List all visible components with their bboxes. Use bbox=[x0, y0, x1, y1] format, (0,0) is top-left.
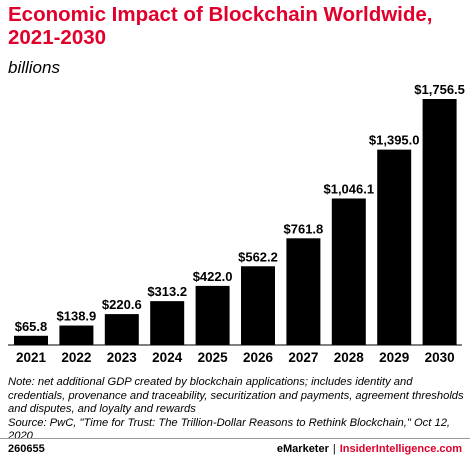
data-label-2030: $1,756.5 bbox=[414, 82, 465, 97]
x-tick-2022: 2022 bbox=[61, 350, 91, 365]
brand-separator: | bbox=[332, 443, 336, 455]
brand-insider-intelligence: InsiderIntelligence.com bbox=[339, 443, 462, 455]
bar-2024 bbox=[150, 301, 185, 345]
bar-2030 bbox=[422, 99, 457, 345]
data-label-2023: $220.6 bbox=[102, 297, 142, 312]
data-label-2028: $1,046.1 bbox=[323, 181, 374, 196]
x-tick-2028: 2028 bbox=[334, 350, 365, 365]
data-label-2021: $65.8 bbox=[15, 319, 48, 334]
x-tick-2030: 2030 bbox=[425, 350, 455, 365]
bar-2021 bbox=[14, 335, 48, 345]
x-tick-2023: 2023 bbox=[107, 350, 138, 365]
bar-chart: $65.8 2021 $138.9 2022 $220.6 2023 $313.2 2024 $… bbox=[8, 82, 465, 365]
chart-subtitle: billions bbox=[8, 58, 60, 77]
brand-emarketer: eMarketer bbox=[276, 443, 329, 455]
data-label-2027: $761.8 bbox=[284, 221, 324, 236]
bar-2027 bbox=[286, 238, 321, 345]
x-tick-2026: 2026 bbox=[243, 350, 274, 365]
chart-title: Economic Impact of Blockchain Worldwide,… bbox=[8, 3, 433, 49]
chart-footnote: Note: net additional GDP created by bloc… bbox=[8, 376, 466, 444]
footnote-note: Note: net additional GDP created by bloc… bbox=[8, 376, 464, 416]
x-tick-2024: 2024 bbox=[152, 350, 183, 365]
footer-brand: eMarketer | InsiderIntelligence.com bbox=[277, 443, 462, 455]
x-tick-2027: 2027 bbox=[288, 350, 318, 365]
x-tick-2021: 2021 bbox=[16, 350, 47, 365]
data-label-2025: $422.0 bbox=[193, 269, 233, 284]
bar-2028 bbox=[331, 198, 366, 345]
x-tick-2025: 2025 bbox=[198, 350, 229, 365]
x-tick-2029: 2029 bbox=[379, 350, 409, 365]
data-label-2026: $562.2 bbox=[238, 249, 278, 264]
bar-2029 bbox=[377, 149, 412, 345]
footer-divider bbox=[0, 438, 470, 439]
bar-2026 bbox=[241, 266, 275, 345]
chart-id: 260655 bbox=[8, 443, 45, 455]
data-label-2022: $138.9 bbox=[57, 309, 97, 324]
data-label-2029: $1,395.0 bbox=[369, 133, 420, 148]
bar-2025 bbox=[195, 285, 230, 345]
bar-2023 bbox=[104, 314, 139, 345]
bar-2022 bbox=[59, 325, 94, 345]
footnote-source: Source: PwC, "Time for Trust: The Trilli… bbox=[8, 416, 451, 443]
data-label-2024: $313.2 bbox=[147, 284, 187, 299]
